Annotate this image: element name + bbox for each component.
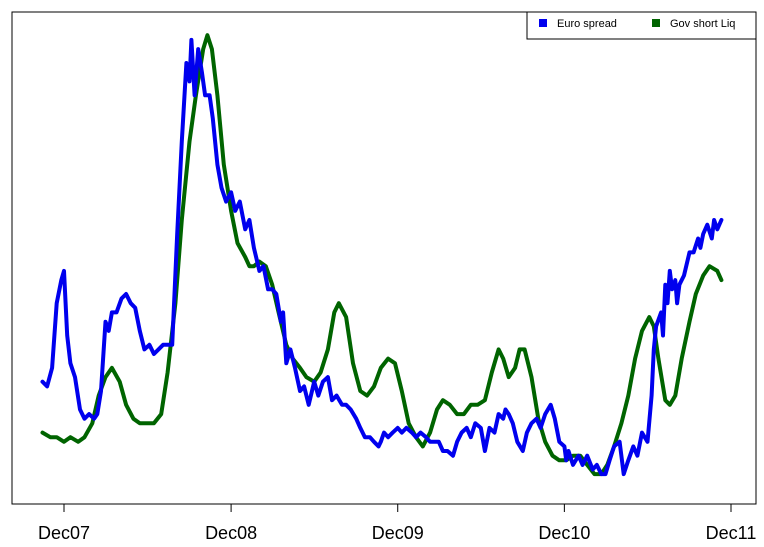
series-line-euro-spread bbox=[43, 40, 722, 474]
legend-label-gov-short-liq: Gov short Liq bbox=[670, 18, 735, 30]
legend: Euro spread Gov short Liq bbox=[527, 12, 756, 39]
legend-swatch-euro-spread bbox=[539, 19, 547, 27]
x-tick-label-dec10: Dec10 bbox=[538, 523, 590, 543]
series-line-gov-short-liq bbox=[43, 35, 722, 474]
plot-frame bbox=[12, 12, 756, 504]
x-tick-label-dec11: Dec11 bbox=[706, 523, 757, 543]
x-tick-label-dec09: Dec09 bbox=[372, 523, 424, 543]
x-tick-label-dec08: Dec08 bbox=[205, 523, 257, 543]
x-tick-label-dec07: Dec07 bbox=[38, 523, 90, 543]
x-axis: Dec07 Dec08 Dec09 Dec10 Dec11 bbox=[38, 504, 756, 543]
legend-label-euro-spread: Euro spread bbox=[557, 18, 617, 30]
series-layer bbox=[43, 35, 722, 474]
legend-swatch-gov-short-liq bbox=[652, 19, 660, 27]
